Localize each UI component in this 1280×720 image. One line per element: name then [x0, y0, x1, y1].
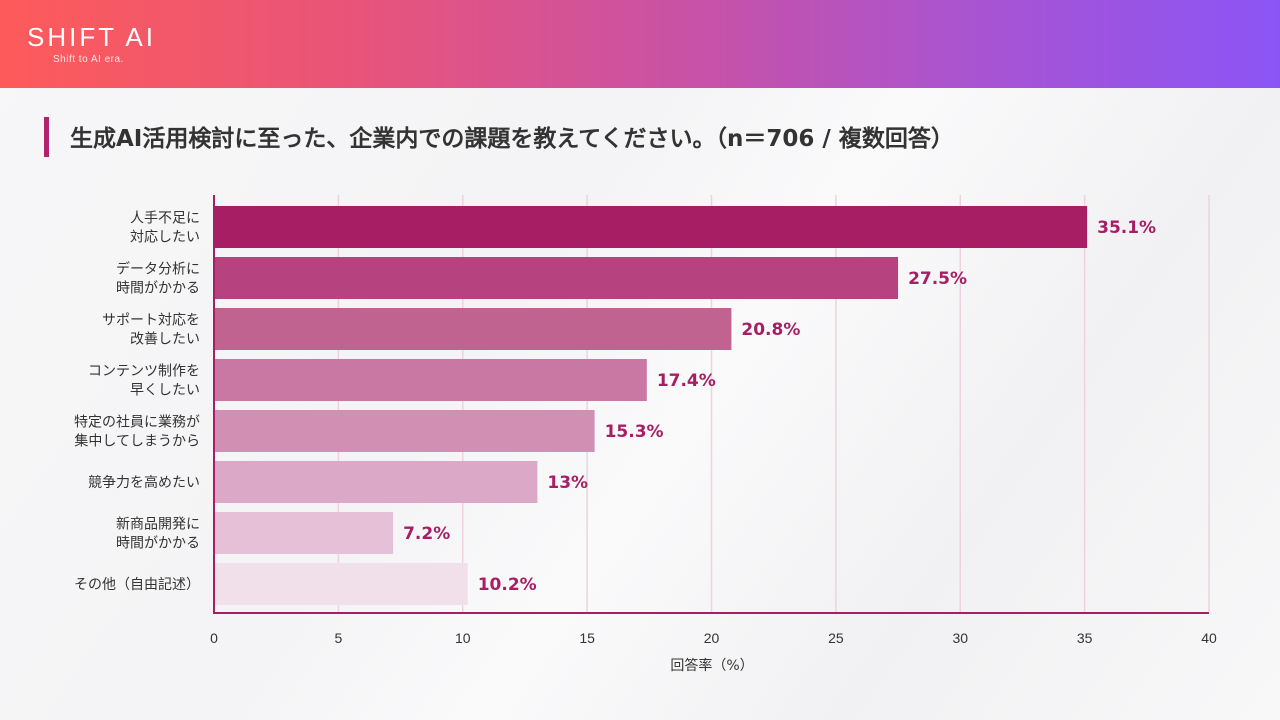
bar	[214, 512, 394, 554]
bar	[214, 257, 899, 299]
x-tick-label: 15	[579, 630, 595, 646]
category-label-line: 時間がかかる	[116, 536, 200, 552]
value-label: 17.4%	[657, 371, 716, 391]
category-label-line: 集中してしまうから	[74, 433, 200, 450]
bar	[214, 410, 595, 452]
logo-tagline: Shift to AI era.	[53, 54, 124, 65]
category-label: 特定の社員に業務が集中してしまうから	[74, 415, 200, 450]
category-label-line: 対応したい	[130, 230, 200, 246]
bar	[214, 359, 647, 401]
category-label-line: 早くしたい	[130, 383, 200, 399]
category-label-line: 人手不足に	[130, 211, 200, 227]
category-label-line: 時間がかかる	[116, 281, 200, 297]
bars	[214, 206, 1088, 605]
x-tick-label: 30	[952, 630, 968, 646]
x-axis-title: 回答率（%）	[670, 657, 753, 674]
tick-labels: 0 5 10 15 20 25 30 35 40	[210, 630, 1217, 646]
header-banner: SHIFT AI Shift to AI era.	[0, 0, 1280, 88]
value-label: 15.3%	[605, 422, 664, 442]
value-labels: 35.1% 27.5% 20.8% 17.4% 15.3% 13% 7.2% 10.2%	[403, 218, 1156, 595]
x-tick-label: 5	[334, 630, 342, 646]
value-label: 35.1%	[1097, 218, 1156, 238]
x-tick-label: 10	[455, 630, 471, 646]
category-label: 人手不足に対応したい	[130, 211, 200, 246]
logo: SHIFT AI	[27, 22, 156, 52]
bar	[214, 461, 538, 503]
value-label: 20.8%	[741, 320, 800, 340]
x-tick-label: 25	[828, 630, 844, 646]
category-labels: 人手不足に対応したいデータ分析に時間がかかるサポート対応を改善したいコンテンツ制…	[74, 211, 200, 594]
category-label: 競争力を高めたい	[88, 474, 200, 491]
x-tick-label: 40	[1201, 630, 1217, 646]
category-label-line: その他（自由記述）	[74, 576, 200, 593]
category-label: データ分析に時間がかかる	[116, 261, 200, 297]
category-label-line: 新商品開発に	[116, 517, 200, 533]
bar	[214, 563, 468, 605]
category-label-line: データ分析に	[116, 261, 200, 278]
x-tick-label: 20	[704, 630, 720, 646]
value-label: 10.2%	[478, 575, 537, 595]
value-label: 13%	[547, 473, 588, 493]
value-label: 7.2%	[403, 524, 450, 544]
value-label: 27.5%	[908, 269, 967, 289]
x-tick-label: 0	[210, 630, 218, 646]
category-label-line: 特定の社員に業務が	[74, 415, 200, 431]
category-label: サポート対応を改善したい	[102, 313, 200, 348]
category-label-line: サポート対応を	[102, 313, 200, 329]
category-label-line: 競争力を高めたい	[88, 474, 200, 491]
category-label: 新商品開発に時間がかかる	[116, 517, 200, 552]
bar	[214, 308, 732, 350]
bar	[214, 206, 1088, 248]
category-label-line: 改善したい	[130, 332, 200, 348]
category-label-line: コンテンツ制作を	[88, 364, 200, 380]
title-accent-bar	[44, 117, 49, 157]
axes	[213, 195, 1209, 614]
chart-title: 生成AI活用検討に至った、企業内での課題を教えてください。（n＝706 / 複数…	[70, 126, 954, 152]
x-tick-label: 35	[1077, 630, 1093, 646]
category-label: コンテンツ制作を早くしたい	[88, 364, 200, 399]
category-label: その他（自由記述）	[74, 576, 200, 593]
